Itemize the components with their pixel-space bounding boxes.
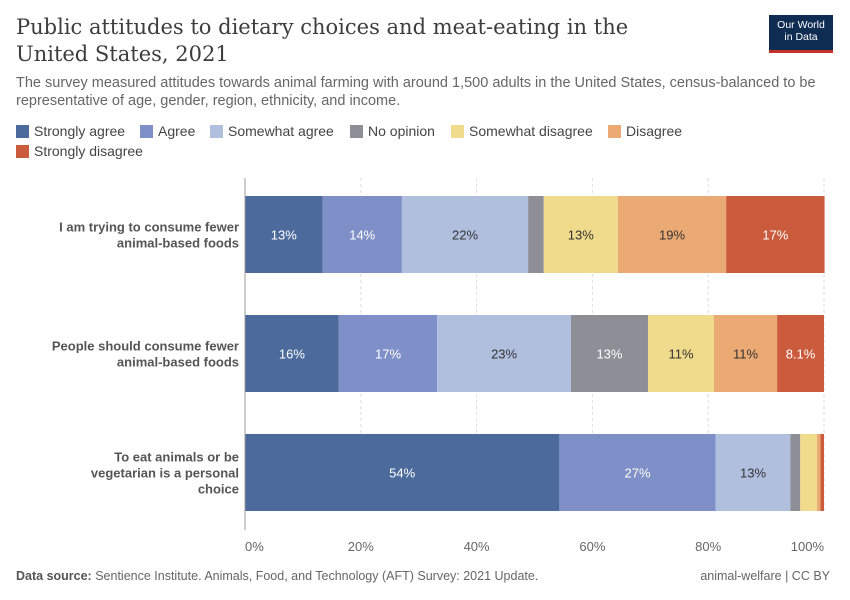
category-label: I am trying to consume fewer animal-based… xyxy=(59,220,239,251)
legend-item[interactable]: Strongly agree xyxy=(16,123,125,139)
legend-item[interactable]: Somewhat agree xyxy=(210,123,334,139)
bar-segment xyxy=(570,315,648,392)
bar-segment xyxy=(777,315,824,392)
bar-segment xyxy=(245,315,339,392)
data-source-label: Data source: xyxy=(16,569,92,583)
data-label: 14% xyxy=(349,228,375,243)
data-label: 22% xyxy=(452,228,478,243)
legend-label: Somewhat disagree xyxy=(469,123,593,139)
data-label: 13% xyxy=(596,347,622,362)
bar-segment xyxy=(437,315,571,392)
data-label: 16% xyxy=(279,347,305,362)
data-source-text: Sentience Institute. Animals, Food, and … xyxy=(95,569,539,583)
data-label: 11% xyxy=(668,347,693,362)
x-tick-label: 0% xyxy=(245,539,264,554)
data-label: 17% xyxy=(762,228,788,243)
x-tick-label: 40% xyxy=(464,539,490,554)
data-label: 11% xyxy=(733,347,758,362)
bar-segment xyxy=(800,434,818,511)
bar-segment xyxy=(790,434,801,511)
bar-segment xyxy=(528,196,544,273)
bar-segment xyxy=(647,315,714,392)
data-label: 8.1% xyxy=(786,347,816,362)
category-label-line: vegetarian is a personal xyxy=(91,466,239,481)
legend-swatch xyxy=(210,124,223,138)
chart-subtitle: The survey measured attitudes towards an… xyxy=(16,75,816,109)
logo-line-2: in Data xyxy=(784,31,818,43)
legend-item[interactable]: Agree xyxy=(140,123,195,139)
legend-swatch xyxy=(451,124,464,138)
category-label-line: animal-based foods xyxy=(117,236,239,251)
legend-swatch xyxy=(16,124,29,138)
bar-segment xyxy=(617,196,727,273)
legend-item[interactable]: Somewhat disagree xyxy=(451,123,593,139)
category-label: People should consume fewer animal-based … xyxy=(52,339,239,370)
bar-segment xyxy=(559,434,716,511)
legend-label: Somewhat agree xyxy=(228,123,334,139)
legend-swatch xyxy=(350,124,363,138)
legend-item[interactable]: Disagree xyxy=(608,123,682,139)
data-label: 13% xyxy=(740,466,766,481)
category-label: To eat animals or be vegetarian is a pers… xyxy=(91,450,239,497)
category-label-line: animal-based foods xyxy=(117,355,239,370)
x-tick-label: 80% xyxy=(695,539,721,554)
bar-segment xyxy=(322,196,402,273)
bar-segment xyxy=(820,434,824,511)
bar-segment xyxy=(401,196,529,273)
category-label-line: To eat animals or be xyxy=(114,450,239,465)
data-label: 13% xyxy=(568,228,594,243)
legend-item[interactable]: No opinion xyxy=(350,123,435,139)
bar-segment xyxy=(245,196,323,273)
bar-segment xyxy=(726,196,825,273)
x-tick-label: 100% xyxy=(791,539,825,554)
legend-item[interactable]: Strongly disagree xyxy=(16,143,143,159)
x-tick-label: 20% xyxy=(348,539,374,554)
data-label: 19% xyxy=(659,228,685,243)
logo-line-1: Our World xyxy=(777,19,825,31)
category-label-line: choice xyxy=(198,482,239,497)
bar-segment xyxy=(817,434,821,511)
bar-segment xyxy=(245,434,560,511)
legend-label: Agree xyxy=(158,123,196,139)
category-label-line: People should consume fewer xyxy=(52,339,239,354)
legend-label: Strongly agree xyxy=(34,123,126,139)
chart-title: Public attitudes to dietary choices and … xyxy=(16,15,629,66)
data-label: 23% xyxy=(491,347,517,362)
legend-label: Disagree xyxy=(626,123,683,139)
legend-swatch xyxy=(16,144,29,158)
bar-segment xyxy=(543,196,618,273)
data-label: 13% xyxy=(271,228,297,243)
legend-label: Strongly disagree xyxy=(34,143,143,159)
data-source: Data source: Sentience Institute. Animal… xyxy=(16,569,538,583)
legend-label: No opinion xyxy=(368,123,435,139)
data-label: 27% xyxy=(625,466,651,481)
data-label: 54% xyxy=(389,466,415,481)
x-tick-label: 60% xyxy=(579,539,605,554)
legend-swatch xyxy=(608,124,621,138)
category-label-line: I am trying to consume fewer xyxy=(59,220,239,235)
bar-segment xyxy=(338,315,438,392)
data-label: 17% xyxy=(375,347,401,362)
legend-swatch xyxy=(140,124,153,138)
license-text[interactable]: animal-welfare | CC BY xyxy=(700,569,830,583)
bar-segment xyxy=(715,434,791,511)
owid-logo[interactable]: Our World in Data xyxy=(769,15,833,53)
bar-segment xyxy=(713,315,778,392)
